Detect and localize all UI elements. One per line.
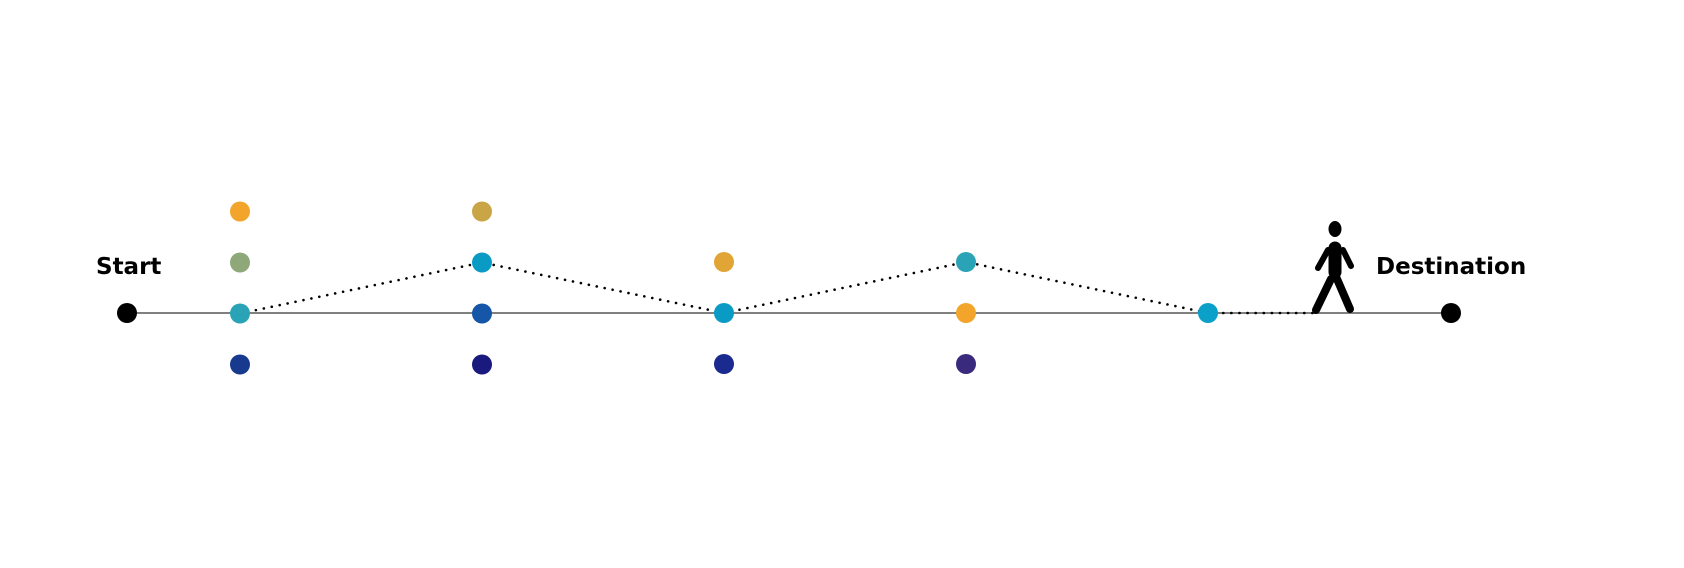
stage-dot-selected xyxy=(230,303,250,324)
stage-dot xyxy=(230,252,250,273)
stage-dot xyxy=(956,354,976,374)
stage-dot-selected xyxy=(472,252,492,273)
stage-dot xyxy=(956,303,976,323)
stage-dot-selected xyxy=(956,252,976,272)
stage-dot-selected xyxy=(1198,303,1218,323)
stage-dot-selected xyxy=(714,303,734,323)
stage-dot xyxy=(230,354,250,375)
start-label: Start xyxy=(96,254,161,280)
selected-path xyxy=(238,260,1317,315)
stage-dot xyxy=(472,354,492,375)
stage-dot xyxy=(714,252,734,272)
stage-dot xyxy=(230,201,250,222)
pedestrian-walking-icon xyxy=(1312,221,1354,314)
start-endpoint xyxy=(117,303,137,323)
stage-dot xyxy=(714,354,734,374)
stage-dots xyxy=(230,201,1218,375)
destination-endpoint xyxy=(1441,303,1461,323)
stage-dot xyxy=(472,303,492,324)
stage-dot xyxy=(472,201,492,222)
destination-label: Destination xyxy=(1376,254,1526,280)
